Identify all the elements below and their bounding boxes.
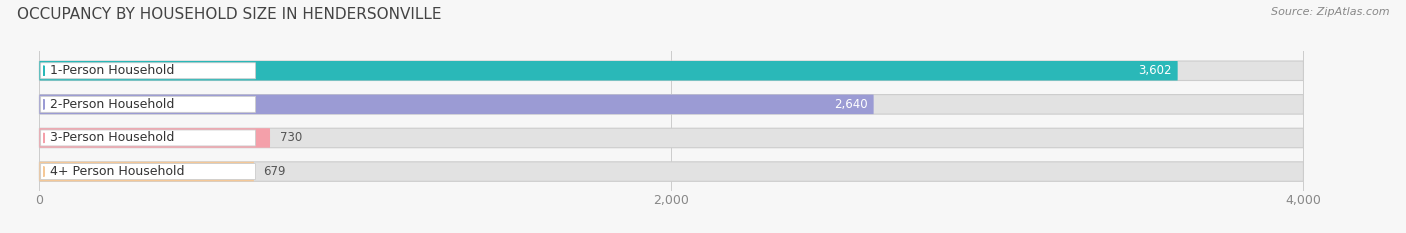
Text: 730: 730 bbox=[280, 131, 302, 144]
FancyBboxPatch shape bbox=[39, 61, 1303, 80]
FancyBboxPatch shape bbox=[39, 162, 1303, 181]
Text: 4+ Person Household: 4+ Person Household bbox=[49, 165, 184, 178]
Text: 679: 679 bbox=[263, 165, 285, 178]
Text: 1-Person Household: 1-Person Household bbox=[49, 64, 174, 77]
Text: OCCUPANCY BY HOUSEHOLD SIZE IN HENDERSONVILLE: OCCUPANCY BY HOUSEHOLD SIZE IN HENDERSON… bbox=[17, 7, 441, 22]
FancyBboxPatch shape bbox=[41, 130, 256, 146]
Text: 3-Person Household: 3-Person Household bbox=[49, 131, 174, 144]
FancyBboxPatch shape bbox=[41, 63, 256, 79]
FancyBboxPatch shape bbox=[41, 96, 256, 112]
Text: Source: ZipAtlas.com: Source: ZipAtlas.com bbox=[1271, 7, 1389, 17]
FancyBboxPatch shape bbox=[39, 95, 873, 114]
Text: 3,602: 3,602 bbox=[1137, 64, 1171, 77]
FancyBboxPatch shape bbox=[39, 61, 1178, 80]
Text: 2,640: 2,640 bbox=[834, 98, 868, 111]
FancyBboxPatch shape bbox=[41, 164, 256, 180]
FancyBboxPatch shape bbox=[39, 128, 270, 148]
FancyBboxPatch shape bbox=[39, 162, 254, 181]
FancyBboxPatch shape bbox=[39, 95, 1303, 114]
Text: 2-Person Household: 2-Person Household bbox=[49, 98, 174, 111]
FancyBboxPatch shape bbox=[39, 128, 1303, 148]
